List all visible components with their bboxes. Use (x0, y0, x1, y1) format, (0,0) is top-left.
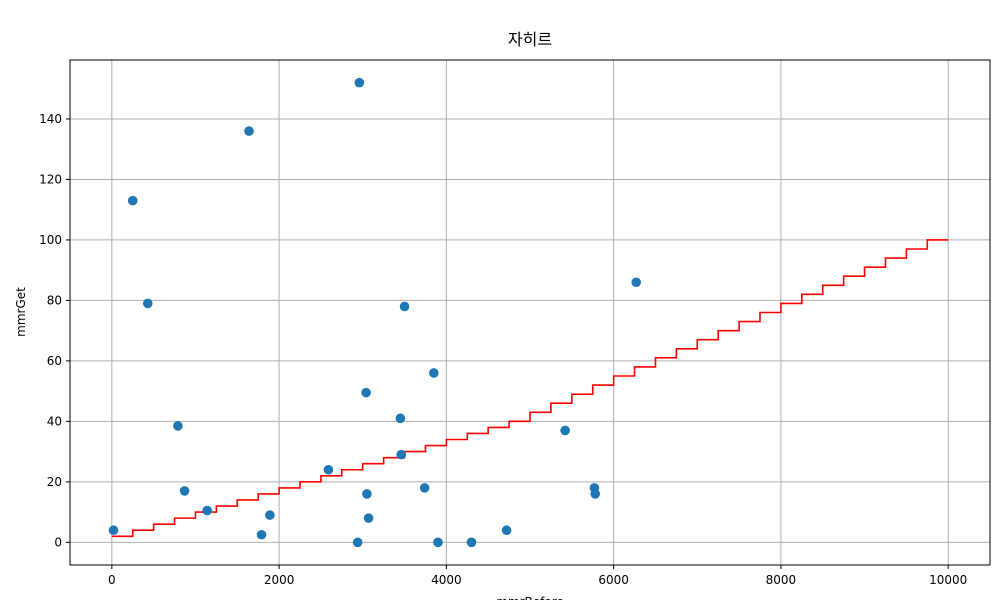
plot-frame (69, 59, 991, 566)
chart-title: 자히르 (508, 30, 552, 49)
scatter-point (429, 368, 439, 378)
scatter-point (399, 301, 410, 312)
scatter-point (323, 464, 334, 475)
y-tick-label: 100 (39, 233, 62, 247)
step-line (111, 239, 949, 538)
scatter-point (173, 421, 183, 431)
scatter-point (362, 489, 372, 499)
scatter-point (419, 483, 430, 493)
scatter-point (363, 513, 374, 523)
x-tick-label: 4000 (431, 573, 462, 587)
y-tick-label: 60 (47, 354, 62, 368)
scatter-point (354, 77, 365, 88)
y-tick-label: 20 (47, 475, 62, 489)
scatter-point (244, 126, 254, 136)
x-tick-label: 2000 (264, 573, 295, 587)
scatter-point (433, 537, 443, 548)
scatter-point (352, 537, 363, 548)
scatter-point (560, 425, 570, 436)
scatter-point (501, 525, 512, 536)
y-tick-label: 140 (39, 112, 62, 126)
scatter-point (179, 486, 190, 496)
scatter-point (396, 449, 407, 460)
scatter-point (202, 505, 212, 516)
scatter-point (631, 277, 642, 288)
scatter-point (142, 298, 153, 309)
y-tick-label: 120 (39, 172, 62, 186)
x-axis-label: mmrBefore (496, 595, 564, 600)
scatter-point (466, 537, 477, 548)
scatter-point (395, 413, 406, 424)
x-tick-label: 6000 (598, 573, 629, 587)
scatter-points (108, 77, 642, 548)
x-tick-label: 8000 (766, 573, 797, 587)
grid-lines (70, 60, 990, 565)
axis-ticks: 0 2000 4000 6000 8000 10000 0 20 40 60 80 100 120 140 (39, 112, 967, 587)
scatter-point (127, 195, 138, 206)
y-tick-label: 0 (54, 535, 62, 549)
step-series (111, 239, 949, 538)
scatter-point (256, 529, 267, 540)
scatter-point (361, 387, 371, 398)
scatter-point (265, 510, 275, 520)
y-tick-label: 40 (47, 414, 62, 428)
scatter-point (108, 525, 119, 536)
x-tick-label: 0 (108, 573, 116, 587)
y-axis-label: mmrGet (14, 287, 28, 337)
x-tick-label: 10000 (929, 573, 967, 587)
scatter-point (590, 489, 601, 499)
y-tick-label: 80 (47, 293, 62, 307)
